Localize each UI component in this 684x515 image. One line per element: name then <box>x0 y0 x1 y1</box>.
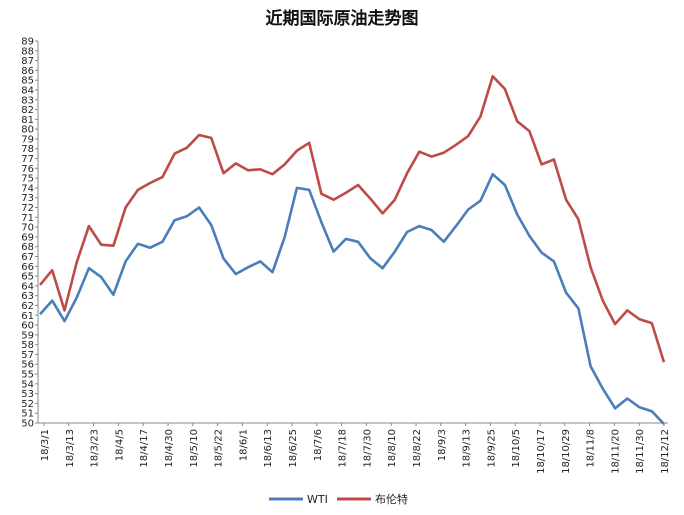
series-lines <box>38 75 666 425</box>
chart-title: 近期国际原油走势图 <box>266 8 419 29</box>
y-tick-label: 77 <box>21 154 34 165</box>
x-tick-label: 18/8/22 <box>412 429 423 468</box>
y-tick-label: 56 <box>21 360 34 371</box>
x-tick-label: 18/8/10 <box>387 429 398 468</box>
x-tick-label: 18/3/23 <box>90 429 101 468</box>
x-tick-label: 18/10/5 <box>511 429 522 468</box>
x-tick-label: 18/5/10 <box>189 429 200 468</box>
x-tick-label: 18/11/8 <box>586 429 597 468</box>
y-tick-label: 52 <box>21 399 34 410</box>
legend-label-wti: WTI <box>307 493 328 506</box>
x-tick-label: 18/10/17 <box>536 429 547 474</box>
y-tick-label: 58 <box>21 340 34 351</box>
x-tick-label: 18/9/3 <box>437 429 448 461</box>
y-tick-label: 55 <box>21 370 34 381</box>
y-tick-label: 68 <box>21 242 34 253</box>
x-tick-label: 18/11/30 <box>635 429 646 474</box>
y-tick-label: 54 <box>21 379 34 390</box>
x-tick-label: 18/4/17 <box>139 429 150 468</box>
y-tick-label: 61 <box>21 311 34 322</box>
x-tick-label: 18/6/25 <box>288 429 299 468</box>
y-tick-label: 67 <box>21 252 34 263</box>
x-tick-label: 18/6/13 <box>263 429 274 468</box>
x-tick-label: 18/7/30 <box>362 429 373 468</box>
y-tick-label: 71 <box>21 213 34 224</box>
y-tick-label: 66 <box>21 262 34 273</box>
y-tick-label: 73 <box>21 193 34 204</box>
legend: WTI 布伦特 <box>269 492 408 506</box>
legend-label-brent: 布伦特 <box>375 492 408 506</box>
x-tick-label: 18/3/1 <box>40 429 51 461</box>
x-tick-label: 18/9/13 <box>462 429 473 468</box>
y-tick-label: 84 <box>21 85 34 96</box>
x-tick-label: 18/4/30 <box>164 429 175 468</box>
y-tick-label: 62 <box>21 301 34 312</box>
y-tick-label: 51 <box>21 409 34 420</box>
y-tick-label: 65 <box>21 272 34 283</box>
y-tick-label: 72 <box>21 203 34 214</box>
y-tick-label: 70 <box>21 223 34 234</box>
y-tick-label: 88 <box>21 46 34 57</box>
x-tick-label: 18/11/20 <box>610 429 621 474</box>
y-tick-label: 69 <box>21 232 34 243</box>
y-tick-label: 63 <box>21 291 34 302</box>
y-axis-ticks: 5051525354555657585960616263646566676869… <box>21 37 38 430</box>
y-tick-label: 60 <box>21 321 34 332</box>
y-tick-label: 80 <box>21 125 34 136</box>
y-tick-label: 57 <box>21 350 34 361</box>
x-tick-label: 18/7/6 <box>313 429 324 461</box>
x-axis-ticks: 18/3/1 18/3/13 18/3/23 18/4/5 18/4/17 18/4/30… <box>40 423 671 474</box>
x-tick-label: 18/3/13 <box>65 429 76 468</box>
y-tick-label: 59 <box>21 330 34 341</box>
series-line-wti <box>39 172 665 425</box>
y-tick-label: 87 <box>21 56 34 67</box>
y-tick-label: 83 <box>21 95 34 106</box>
x-tick-label: 18/5/22 <box>214 429 225 468</box>
y-tick-label: 85 <box>21 76 34 87</box>
y-tick-label: 79 <box>21 134 34 145</box>
legend-item-brent: 布伦特 <box>337 492 408 506</box>
y-tick-label: 86 <box>21 66 34 77</box>
y-tick-label: 50 <box>21 419 34 430</box>
y-tick-label: 53 <box>21 389 34 400</box>
y-tick-label: 81 <box>21 115 34 126</box>
y-tick-label: 89 <box>21 37 34 48</box>
x-tick-label: 18/4/5 <box>114 429 125 461</box>
x-tick-label: 18/10/29 <box>561 429 572 474</box>
x-tick-label: 18/7/18 <box>338 429 349 468</box>
y-tick-label: 74 <box>21 183 34 194</box>
x-tick-label: 18/12/12 <box>660 429 671 474</box>
y-tick-label: 64 <box>21 281 34 292</box>
x-tick-label: 18/9/25 <box>486 429 497 468</box>
y-tick-label: 82 <box>21 105 34 116</box>
legend-item-wti: WTI <box>269 493 328 506</box>
y-tick-label: 78 <box>21 144 34 155</box>
y-tick-label: 76 <box>21 164 34 175</box>
plot-area: 5051525354555657585960616263646566676869… <box>21 37 671 474</box>
series-line-brent <box>38 75 666 363</box>
x-tick-label: 18/6/1 <box>238 429 249 461</box>
y-tick-label: 75 <box>21 174 34 185</box>
